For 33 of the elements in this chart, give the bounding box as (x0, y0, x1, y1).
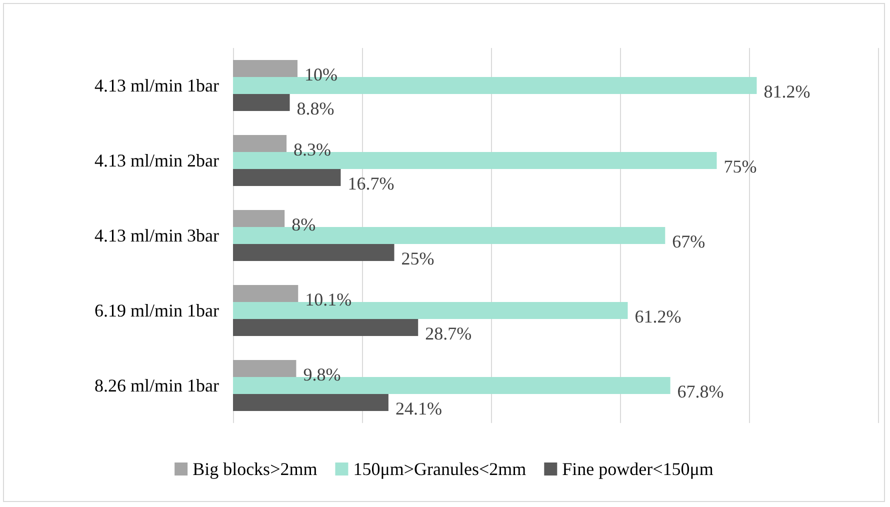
bar (233, 60, 298, 77)
data-label: 81.2% (764, 82, 810, 102)
bar (233, 244, 394, 261)
data-label: 28.7% (425, 324, 472, 344)
y-tick-label: 4.13 ml/min 2bar (94, 150, 219, 170)
data-label: 24.1% (395, 398, 442, 418)
data-label: 61.2% (634, 306, 682, 326)
bar (233, 210, 285, 227)
bar (233, 285, 298, 302)
data-label: 8% (292, 214, 316, 234)
data-label: 8.8% (296, 98, 334, 118)
data-label: 10% (304, 64, 338, 84)
y-tick-label: 4.13 ml/min 1bar (94, 76, 219, 96)
data-label: 10.1% (305, 290, 352, 310)
data-label: 67% (672, 232, 706, 252)
bar (233, 94, 290, 111)
legend-label: 150μm>Granules<2mm (353, 459, 526, 479)
y-tick-label: 4.13 ml/min 3bar (94, 226, 219, 246)
data-label: 75% (724, 156, 757, 176)
bar (233, 360, 296, 377)
legend-label: Big blocks>2mm (192, 459, 318, 479)
legend-label: Fine powder<150μm (562, 459, 714, 479)
data-label: 25% (401, 248, 434, 268)
bar (233, 169, 341, 186)
data-label: 9.8% (303, 364, 341, 384)
bar (233, 135, 287, 152)
data-label: 8.3% (294, 140, 332, 160)
y-tick-label: 6.19 ml/min 1bar (94, 300, 219, 320)
y-tick-label: 8.26 ml/min 1bar (94, 376, 219, 396)
bar (233, 394, 388, 411)
bar (233, 319, 418, 336)
data-label: 16.7% (348, 174, 394, 194)
data-label: 67.8% (677, 382, 724, 402)
